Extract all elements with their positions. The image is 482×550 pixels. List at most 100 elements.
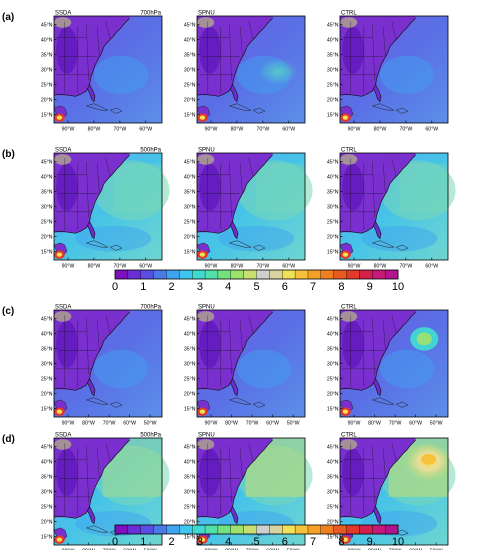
tropical-band: [361, 225, 438, 252]
cuba-outline: [228, 240, 252, 248]
lon-tick-label: 90°W: [62, 264, 75, 270]
lon-tick-label: 90°W: [348, 549, 361, 550]
dry-inland: [342, 163, 364, 211]
tropical-band: [75, 225, 152, 252]
cuba-outline: [85, 103, 109, 111]
florida-coastline: [230, 506, 239, 525]
coastline: [53, 17, 130, 97]
northwest-moist: [54, 154, 72, 165]
lon-tick-label: 90°W: [348, 421, 361, 427]
northwest-moist: [197, 154, 215, 165]
colorbar-label: 5: [253, 536, 259, 548]
colorbar-swatch: [204, 524, 219, 535]
colorbar-swatch: [217, 269, 232, 280]
state-border: [383, 26, 386, 57]
lat-tick-label: 35°N: [41, 53, 53, 59]
hotspot-core: [56, 252, 63, 257]
colorbar-label: 0: [112, 281, 118, 293]
lat-tick-label: 20°N: [184, 234, 196, 240]
map-panel: 45°N 40°N 35°N 30°N 25°N 20°N 15°N 90°W 80°W 70°W…: [327, 11, 449, 133]
lat-tick-label: 40°N: [184, 460, 196, 466]
colorbar-swatch: [114, 524, 129, 535]
colorbar-label: 1: [140, 281, 146, 293]
lon-tick-label: 70°W: [246, 549, 259, 550]
map-panel: 45°N 40°N 35°N 30°N 25°N 20°N 15°N 90°W 80°W 70°W…: [327, 433, 456, 550]
state-border: [86, 24, 89, 81]
lon-tick-label: 70°W: [103, 421, 116, 427]
colorbar-swatch: [282, 524, 296, 535]
lon-tick-label: 50°W: [287, 421, 300, 427]
ctrl-peak: [421, 454, 437, 465]
northwest-moist: [54, 311, 72, 322]
hotspot-core: [56, 115, 63, 120]
lat-tick-label: 30°N: [184, 362, 196, 368]
figure-row: (d) 45°N 40°N 35°N 30°N 25°N 20°N 15°N 90°W 80°W 7…: [2, 433, 456, 550]
lon-tick-label: 70°W: [114, 127, 127, 133]
figure-row: (b) 45°N 40°N 35°N 30°N 25°N 20°N 15°N 90°W 80°W 7…: [2, 148, 456, 270]
hispaniola-outline: [252, 401, 266, 408]
dry-inland: [56, 448, 78, 496]
colorbar-swatch: [320, 269, 335, 280]
lat-tick-label: 40°N: [327, 38, 339, 44]
state-border: [391, 315, 397, 334]
colorbar-label: 0: [112, 536, 118, 548]
lat-tick-label: 15°N: [184, 406, 196, 412]
gulf-coast-land: [54, 221, 90, 234]
colorbar-swatch: [282, 269, 296, 280]
colorbar-label: 2: [169, 536, 175, 548]
florida-peninsula: [373, 378, 381, 396]
lon-tick-label: 70°W: [257, 264, 270, 270]
lat-tick-label: 20°N: [41, 97, 53, 103]
hotspot-core: [342, 409, 349, 414]
lat-tick-label: 45°N: [327, 23, 339, 29]
gulf-coast-land: [197, 506, 233, 519]
lat-tick-label: 35°N: [184, 475, 196, 481]
colorbar-label: 2: [169, 281, 175, 293]
florida-peninsula: [230, 506, 238, 524]
colorbar-swatch: [333, 524, 347, 535]
lat-tick-label: 30°N: [41, 205, 53, 211]
florida-coastline: [230, 84, 239, 103]
state-border: [248, 21, 254, 40]
lat-tick-label: 30°N: [41, 362, 53, 368]
lon-tick-label: 60°W: [139, 127, 152, 133]
colorbar-label: 9: [367, 536, 373, 548]
lat-tick-label: 35°N: [327, 190, 339, 196]
lat-tick-label: 40°N: [184, 332, 196, 338]
moist-region: [236, 349, 291, 389]
panel-title: CTRL: [341, 433, 357, 439]
state-border: [229, 318, 232, 375]
dry-inland: [199, 26, 221, 74]
colorbar-swatch: [243, 524, 257, 535]
lat-tick-label: 15°N: [184, 112, 196, 118]
cuba-outline: [85, 397, 109, 405]
state-border: [105, 443, 111, 462]
lat-tick-label: 45°N: [184, 317, 196, 323]
state-border: [86, 446, 89, 503]
colorbar-swatch: [243, 269, 257, 280]
florida-coastline: [230, 378, 239, 397]
lat-tick-label: 30°N: [327, 362, 339, 368]
lat-tick-label: 25°N: [41, 504, 53, 510]
florida-peninsula: [87, 221, 95, 239]
hispaniola-outline: [395, 107, 409, 114]
state-border: [229, 24, 232, 81]
state-border: [372, 446, 375, 503]
colorbar-swatch: [140, 269, 154, 280]
lon-tick-label: 80°W: [231, 127, 244, 133]
lat-tick-label: 30°N: [327, 205, 339, 211]
moist-upper-region: [256, 163, 305, 212]
lon-tick-label: 50°W: [430, 421, 443, 427]
colorbar-swatch: [384, 269, 399, 280]
dry-inland: [199, 320, 221, 368]
colorbar-swatch: [127, 269, 142, 280]
lon-tick-label: 80°W: [225, 421, 238, 427]
panel-title: SPNU: [198, 11, 215, 17]
lon-tick-label: 60°W: [425, 127, 438, 133]
colorbar-frame: [114, 269, 399, 280]
colorbar-label: 7: [310, 281, 316, 293]
panel-title: SPNU: [198, 433, 215, 439]
coastline: [339, 439, 416, 519]
florida-coastline: [373, 221, 382, 240]
gulf-coast-land: [340, 84, 376, 97]
